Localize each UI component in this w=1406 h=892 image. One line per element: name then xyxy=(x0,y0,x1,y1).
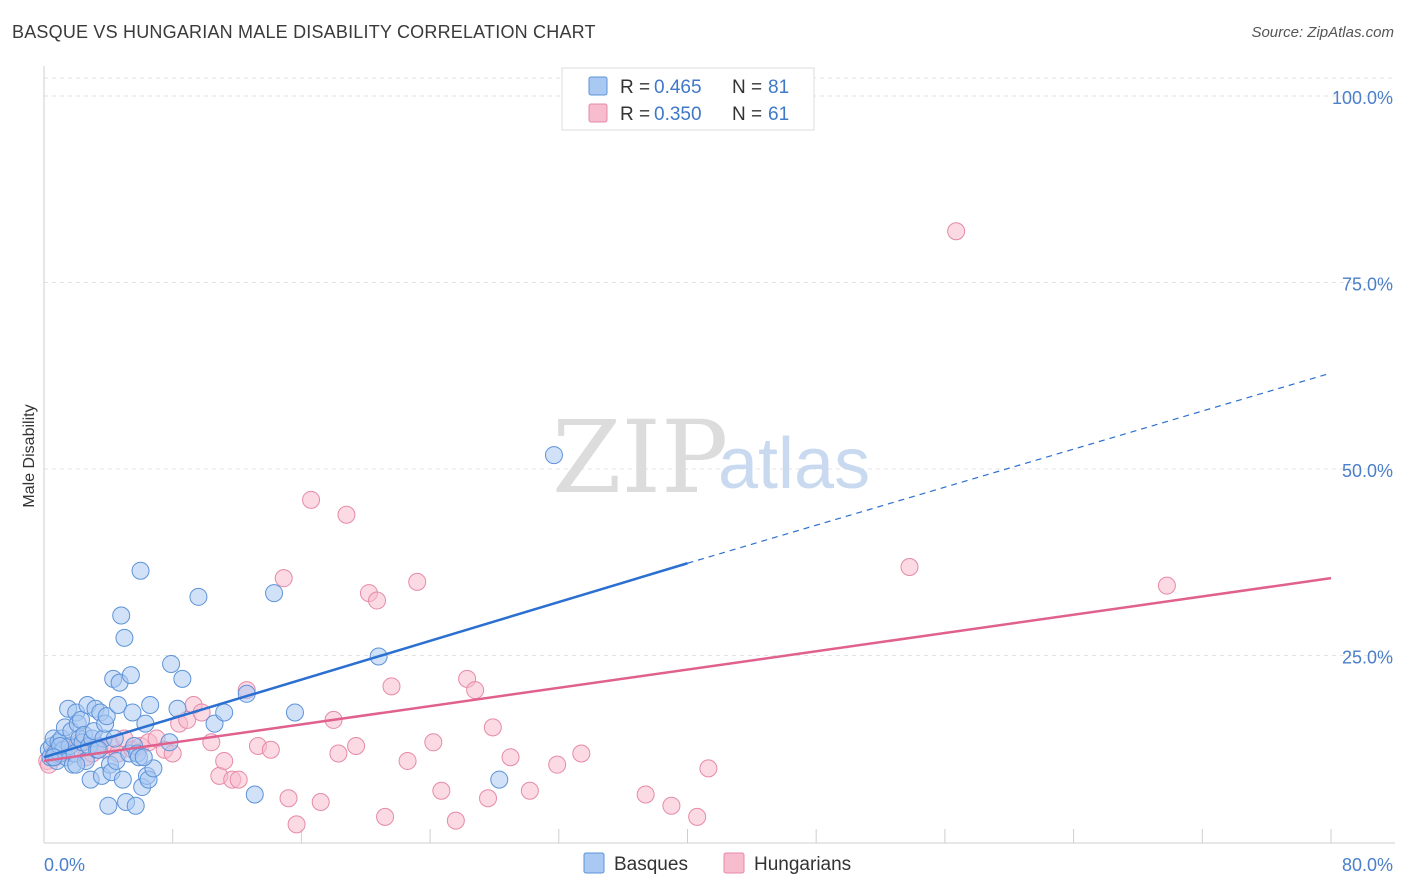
trend-lines xyxy=(43,372,1332,763)
hungarian-point xyxy=(287,815,306,834)
hungarian-point xyxy=(347,737,366,756)
basque-point xyxy=(123,703,142,722)
y-tick-labels: 25.0% 50.0% 75.0% 100.0% xyxy=(1332,88,1393,668)
grid-lines xyxy=(44,77,1395,656)
watermark: ZIP atlas xyxy=(552,399,870,516)
hungarian-point xyxy=(479,789,498,808)
hungarian-point xyxy=(900,557,919,576)
basque-point xyxy=(126,796,145,815)
bottom-legend-swatch-basques xyxy=(583,852,605,874)
basque-point xyxy=(285,703,304,722)
legend-swatch-hungarians xyxy=(588,103,608,123)
basque-point xyxy=(115,628,134,647)
hungarian-point xyxy=(311,792,330,811)
bottom-legend-swatch-hungarians xyxy=(723,852,745,874)
basque-point xyxy=(112,606,131,625)
legend-n-label-1: N = xyxy=(732,77,762,98)
hungarian-point xyxy=(548,755,567,774)
basque-point xyxy=(215,703,234,722)
hungarian-point xyxy=(662,796,681,815)
hungarian-point xyxy=(424,733,443,752)
chart-title: BASQUE VS HUNGARIAN MALE DISABILITY CORR… xyxy=(12,22,596,42)
basque-point xyxy=(173,669,192,688)
hungarian-point xyxy=(215,751,234,770)
basque-trend-extension xyxy=(687,372,1332,564)
y-tick-label-75: 75.0% xyxy=(1342,275,1393,295)
hungarian-point xyxy=(636,785,655,804)
axes xyxy=(43,66,1395,844)
y-tick-label-100: 100.0% xyxy=(1332,88,1393,108)
series-legend: Basques Hungarians xyxy=(583,852,851,875)
legend-r-label-1: R = xyxy=(620,77,650,98)
x-tick-max: 80.0% xyxy=(1342,855,1393,875)
bottom-legend-basques: Basques xyxy=(614,854,688,875)
hungarian-point xyxy=(376,807,395,826)
stats-legend: R = 0.465 N = 81 R = 0.350 N = 61 xyxy=(561,67,815,131)
basque-point xyxy=(99,796,118,815)
basque-point xyxy=(490,770,509,789)
hungarian-point xyxy=(398,751,417,770)
hungarian-point xyxy=(520,781,539,800)
y-tick-label-25: 25.0% xyxy=(1342,648,1393,668)
hungarian-point xyxy=(279,789,298,808)
hungarian-point xyxy=(229,770,248,789)
basque-point xyxy=(97,707,116,726)
basque-point xyxy=(245,785,264,804)
source-credit: Source: ZipAtlas.com xyxy=(1251,24,1394,41)
hungarian-point xyxy=(382,677,401,696)
hungarian-point xyxy=(1157,576,1176,595)
hungarian-point xyxy=(261,740,280,759)
basque-point xyxy=(121,666,140,685)
legend-n-value-1: 81 xyxy=(768,77,789,98)
basque-point xyxy=(131,561,150,580)
hungarian-point xyxy=(432,781,451,800)
basque-point xyxy=(265,584,284,603)
legend-n-label-2: N = xyxy=(732,104,762,125)
y-tick-label-50: 50.0% xyxy=(1342,461,1393,481)
watermark-atlas: atlas xyxy=(718,424,870,504)
hungarian-point xyxy=(947,222,966,241)
basque-point xyxy=(189,587,208,606)
y-axis-label: Male Disability xyxy=(21,404,38,507)
hungarian-point xyxy=(368,591,387,610)
basque-point xyxy=(113,770,132,789)
legend-swatch-basques xyxy=(588,76,608,96)
hungarian-point xyxy=(302,490,321,509)
hungarian-point xyxy=(337,505,356,524)
hungarian-point xyxy=(699,759,718,778)
hungarian-point xyxy=(274,569,293,588)
basques-points xyxy=(39,446,563,815)
hungarian-point xyxy=(483,718,502,737)
basque-point xyxy=(141,695,160,714)
hungarians-points xyxy=(38,222,1176,834)
legend-r-value-2: 0.350 xyxy=(654,104,702,125)
basque-point xyxy=(67,755,86,774)
hungarian-point xyxy=(572,744,591,763)
hungarian-point xyxy=(501,748,520,767)
hungarian-point xyxy=(466,681,485,700)
hungarian-trend-line xyxy=(43,576,1332,763)
watermark-zip: ZIP xyxy=(552,399,728,516)
basque-point xyxy=(134,748,153,767)
hungarian-point xyxy=(408,572,427,591)
basque-point xyxy=(109,695,128,714)
hungarian-point xyxy=(688,807,707,826)
legend-r-label-2: R = xyxy=(620,104,650,125)
legend-r-value-1: 0.465 xyxy=(654,77,702,98)
x-tick-min: 0.0% xyxy=(44,855,85,875)
hungarian-point xyxy=(446,811,465,830)
legend-n-value-2: 61 xyxy=(768,104,789,125)
basque-point xyxy=(162,654,181,673)
basque-trend-line xyxy=(43,562,688,759)
hungarian-point xyxy=(329,744,348,763)
bottom-legend-hungarians: Hungarians xyxy=(754,854,851,875)
basque-point xyxy=(544,446,563,465)
